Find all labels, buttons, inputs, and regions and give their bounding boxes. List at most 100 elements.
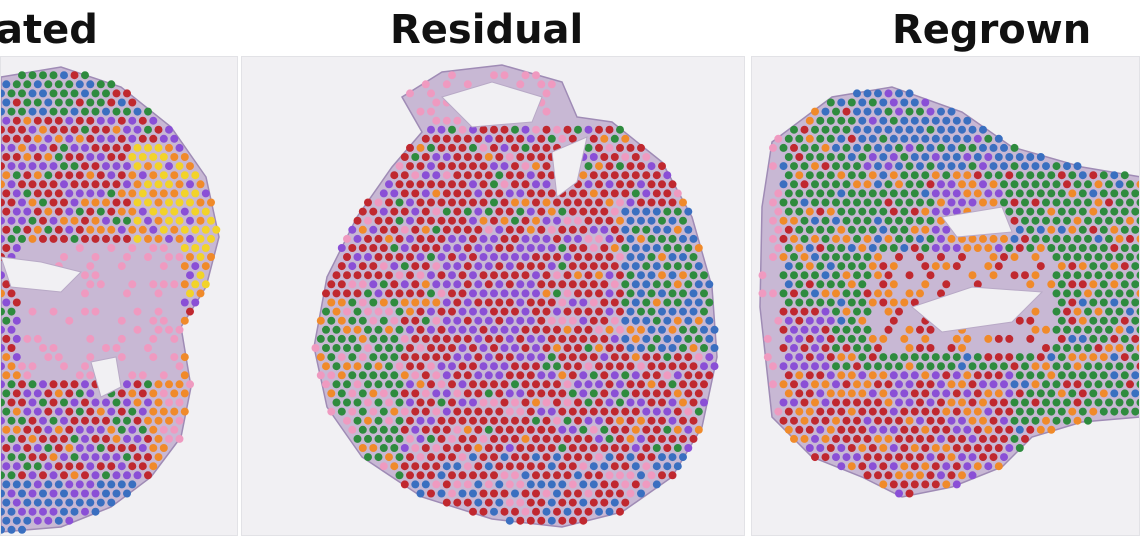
tissue-spot xyxy=(102,453,110,462)
tissue-spot xyxy=(1057,316,1066,325)
tissue-spot xyxy=(191,207,200,216)
tissue-spot xyxy=(511,289,519,298)
tissue-spot xyxy=(984,262,993,271)
tissue-spot xyxy=(1073,271,1082,280)
tissue-spot xyxy=(610,207,619,216)
tissue-spot xyxy=(973,389,982,398)
tissue-spot xyxy=(39,398,47,407)
tissue-spot xyxy=(369,207,378,216)
tissue-spot xyxy=(652,425,661,434)
tissue-spot xyxy=(107,407,116,416)
tissue-spot xyxy=(138,444,147,452)
tissue-spot xyxy=(705,298,714,307)
tissue-spot xyxy=(868,462,877,471)
tissue-spot xyxy=(75,207,84,216)
tissue-spot xyxy=(868,171,877,180)
tissue-spot xyxy=(947,344,956,352)
tissue-spot xyxy=(916,416,924,425)
tissue-spot xyxy=(916,198,924,207)
tissue-spot xyxy=(385,344,393,352)
tissue-spot xyxy=(1105,253,1113,261)
tissue-spot xyxy=(1063,362,1071,371)
tissue-spot xyxy=(568,262,577,271)
tissue-spot xyxy=(385,416,393,425)
tissue-spot xyxy=(679,380,687,389)
tissue-spot xyxy=(542,471,551,480)
tissue-spot xyxy=(474,262,483,271)
tissue-spot xyxy=(542,362,551,371)
tissue-spot xyxy=(102,180,110,189)
tissue-spot xyxy=(574,234,582,243)
tissue-spot xyxy=(1057,280,1066,289)
tissue-spot xyxy=(128,389,137,398)
tissue-spot xyxy=(358,389,367,398)
tissue-spot xyxy=(427,271,435,280)
tissue-spot xyxy=(684,334,693,343)
tissue-spot xyxy=(1057,262,1066,271)
tissue-spot xyxy=(1099,353,1108,362)
tissue-spot xyxy=(884,89,893,98)
tissue-spot xyxy=(647,271,656,280)
tissue-spot xyxy=(863,89,872,98)
tissue-spot xyxy=(117,116,126,125)
tissue-spot xyxy=(863,253,872,261)
tissue-spot xyxy=(18,180,26,189)
tissue-spot xyxy=(910,407,919,416)
tissue-spot xyxy=(884,216,893,225)
tissue-spot xyxy=(779,162,788,171)
tissue-spot xyxy=(39,507,47,516)
tissue-spot xyxy=(558,134,567,143)
tissue-spot xyxy=(411,298,420,307)
tissue-spot xyxy=(60,434,68,443)
tissue-spot xyxy=(516,153,525,161)
tissue-spot xyxy=(196,271,205,280)
tissue-spot xyxy=(542,89,551,98)
tissue-spot xyxy=(484,153,493,161)
tissue-spot xyxy=(826,153,835,161)
tissue-spot xyxy=(858,353,867,362)
tissue-spot xyxy=(112,162,121,171)
tissue-spot xyxy=(700,362,708,371)
tissue-spot xyxy=(128,244,137,252)
tissue-spot xyxy=(81,434,89,443)
tissue-spot xyxy=(516,407,525,416)
tissue-spot xyxy=(626,216,635,225)
tissue-spot xyxy=(600,389,609,398)
tissue-spot xyxy=(421,207,430,216)
tissue-spot xyxy=(621,171,630,180)
tissue-spot xyxy=(994,444,1003,452)
tissue-spot xyxy=(647,253,656,261)
tissue-spot xyxy=(395,380,404,389)
tissue-spot xyxy=(123,416,131,425)
tissue-spot xyxy=(411,244,420,252)
tissue-spot xyxy=(658,253,666,261)
tissue-spot xyxy=(658,198,666,207)
tissue-spot xyxy=(453,280,462,289)
tissue-spot xyxy=(437,471,446,480)
tissue-spot xyxy=(186,289,194,298)
tissue-spot xyxy=(165,180,173,189)
tissue-spot xyxy=(1,489,5,498)
tissue-spot xyxy=(616,325,624,334)
tissue-spot xyxy=(542,344,551,352)
tissue-spot xyxy=(448,234,456,243)
tissue-spot xyxy=(668,216,677,225)
tissue-spot xyxy=(605,125,614,134)
tissue-spot xyxy=(1005,153,1014,161)
tissue-spot xyxy=(149,462,158,471)
tissue-spot xyxy=(547,407,556,416)
tissue-spot xyxy=(1120,353,1129,362)
tissue-spot xyxy=(390,244,399,252)
tissue-spot xyxy=(1068,334,1077,343)
tissue-spot xyxy=(474,207,483,216)
tissue-spot xyxy=(558,371,567,380)
tissue-spot xyxy=(558,480,567,489)
residual-tissue-image xyxy=(241,56,745,536)
tissue-spot xyxy=(631,425,640,434)
tissue-spot xyxy=(884,162,893,171)
tissue-spot xyxy=(54,516,63,525)
tissue-spot xyxy=(900,407,909,416)
tissue-spot xyxy=(1026,334,1035,343)
tissue-spot xyxy=(128,207,137,216)
tissue-spot xyxy=(7,362,16,371)
